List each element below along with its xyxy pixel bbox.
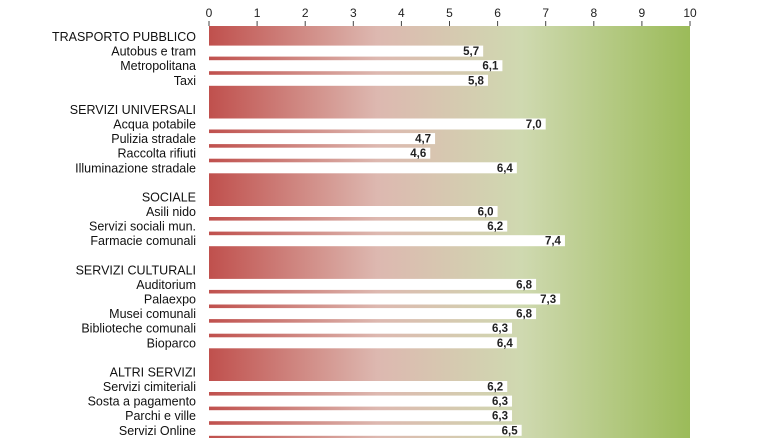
bar [209,293,561,305]
x-tick-label: 7 [542,6,549,20]
data-label: 6,3 [492,396,508,408]
x-tick-label: 1 [254,6,261,20]
x-tick-label: 6 [494,6,501,20]
data-label: 4,6 [410,148,426,160]
category-label: Autobus e tram [111,45,196,59]
bar [209,395,513,407]
category-label: Taxi [174,74,196,88]
bar [209,162,517,174]
category-label: Acqua potabile [113,118,196,132]
category-label: Raccolta rifiuti [118,147,197,161]
category-label: Parchi e ville [125,409,196,423]
group-label: TRASPORTO PUBBLICO [52,30,196,44]
x-tick-label: 9 [639,6,646,20]
category-label: Servizi sociali mun. [89,220,196,234]
bar [209,322,513,334]
bar [209,381,508,392]
bar [209,220,508,232]
data-label: 6,3 [492,411,508,423]
data-label: 6,0 [478,207,494,219]
plot-background [209,26,690,438]
bar [209,424,522,436]
category-label: Sosta a pagamento [88,395,196,409]
bar [209,74,488,86]
category-label: Illuminazione stradale [75,161,196,175]
data-label: 5,8 [468,75,485,87]
x-tick-label: 3 [350,6,357,20]
category-label: Pulizia stradale [111,132,196,146]
data-label: 6,2 [487,382,503,394]
category-label: Asili nido [146,205,196,219]
group-label: SOCIALE [142,190,196,204]
x-tick-label: 5 [446,6,453,20]
data-label: 6,1 [482,61,499,73]
data-label: 6,8 [516,279,533,291]
category-label: Palaexpo [144,293,196,307]
data-label: 6,5 [502,425,519,437]
bar [209,308,537,320]
bar [209,118,546,130]
data-label: 6,4 [497,163,514,175]
category-label: Servizi cimiteriali [103,380,196,394]
bar [209,45,484,57]
bar [209,147,431,159]
bar [209,278,537,290]
x-tick-label: 4 [398,6,405,20]
bar [209,410,513,422]
data-label: 6,3 [492,323,508,335]
category-label: Farmacie comunali [90,234,196,248]
data-label: 7,3 [540,294,556,306]
data-label: 7,0 [526,119,542,131]
x-tick-label: 10 [683,6,697,20]
x-tick-label: 2 [302,6,309,20]
group-label: SERVIZI UNIVERSALI [70,103,196,117]
category-label: Musei comunali [109,307,196,321]
data-label: 5,7 [463,46,479,58]
group-label: SERVIZI CULTURALI [76,263,196,277]
category-label: Bioparco [147,336,196,350]
category-label: Auditorium [136,278,196,292]
data-label: 4,7 [415,134,431,146]
category-label: Servizi Online [119,424,196,438]
x-tick-label: 8 [590,6,597,20]
bar [209,235,565,247]
category-label: Biblioteche comunali [81,322,196,336]
data-label: 6,8 [516,309,533,321]
group-label: ALTRI SERVIZI [110,365,196,379]
bar [209,133,436,145]
x-tick-label: 0 [206,6,213,20]
bar [209,337,517,349]
bar [209,60,503,72]
data-label: 6,4 [497,338,514,350]
data-label: 6,2 [487,221,503,233]
x-axis-ticks: 0 1 2 3 4 5 6 7 8 9 10 [206,6,697,26]
bar [209,206,498,217]
category-label: Metropolitana [120,59,196,73]
data-label: 7,4 [545,236,562,248]
